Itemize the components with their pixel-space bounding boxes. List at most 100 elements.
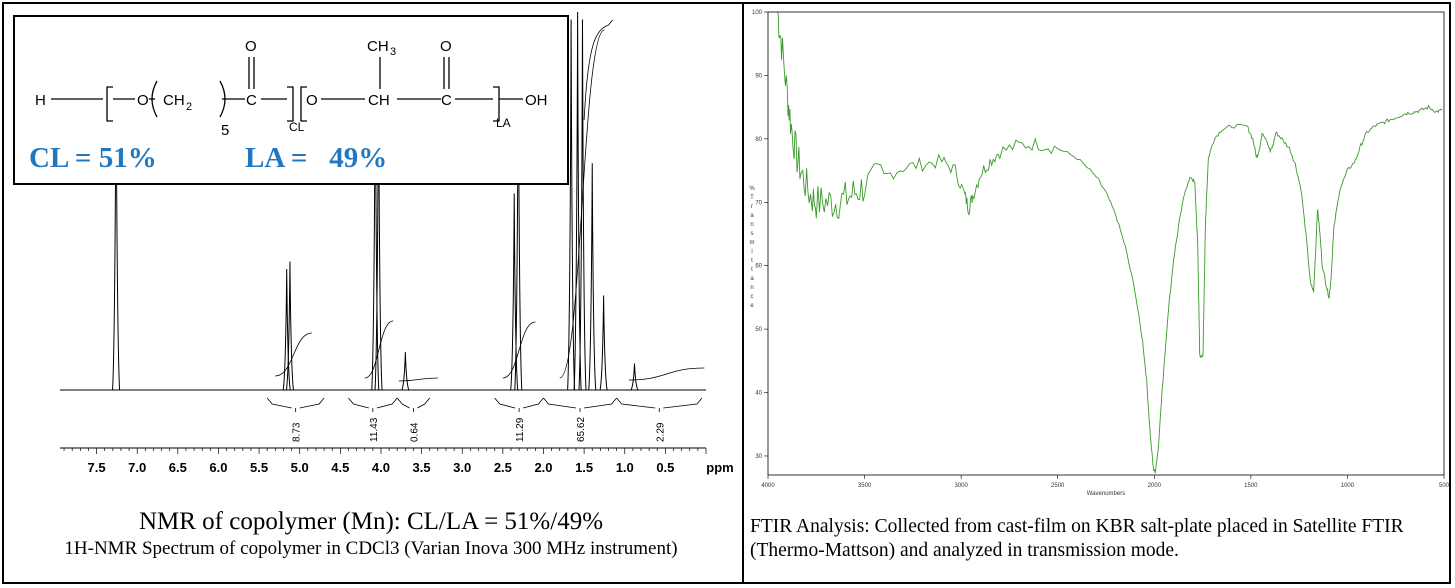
ftir-y-axis-label-char: a [750,213,754,219]
ftir-y-axis-label-char: a [750,276,754,282]
atom-c2: C [441,92,452,109]
ftir-y-axis-label-char: s [751,231,754,237]
ftir-y-axis-label-char: t [751,267,753,273]
nmr-x-tick-label: 3.5 [413,460,431,475]
ftir-y-tick-label: 40 [755,391,762,397]
ftir-y-axis-label-char: n [750,285,753,291]
nmr-integral-bracket [348,397,398,409]
nmr-integral-curve [502,321,536,379]
nmr-x-tick-label: 6.0 [209,460,227,475]
group-ch2: CH [163,92,185,109]
ftir-y-axis-label-char: T [750,195,754,201]
nmr-x-tick-label: 1.5 [575,460,593,475]
nmr-peak [285,261,294,391]
nmr-x-tick-label: 1.0 [616,460,634,475]
ftir-x-tick-label: 1000 [1341,483,1355,489]
subscript-la: LA [496,116,511,130]
ftir-y-tick-label: 70 [755,200,762,206]
ftir-y-axis-label-char: m [750,240,755,246]
atom-o-carbonyl1: O [245,38,257,55]
atom-o-carbonyl2: O [440,38,452,55]
ftir-y-tick-label: 30 [755,454,762,460]
nmr-x-tick-label: 4.0 [372,460,390,475]
nmr-integral-curve [628,367,705,381]
nmr-x-tick-label: 3.0 [453,460,471,475]
nmr-integral-bracket [616,397,703,409]
ftir-y-axis-label-char: t [751,258,753,264]
nmr-caption-subtitle: 1H-NMR Spectrum of copolymer in CDCl3 (V… [64,538,678,559]
nmr-spectrum: 8.73 11.43 0.64 11.29 65.62 2.29 7.5 7.0 6.5 6.0… [60,11,734,475]
nmr-integral-value: 2.29 [655,422,666,442]
la-ratio: LA = 49% [245,142,388,174]
nmr-peak [567,19,576,391]
nmr-x-tick-label: 7.0 [128,460,146,475]
nmr-x-tick-label: 7.5 [88,460,106,475]
nmr-integral-value: 0.64 [409,422,420,442]
nmr-integral-curve [364,320,394,379]
nmr-integral-curve [275,332,312,377]
ftir-y-axis-label-char: r [751,204,753,210]
nmr-integral-curve [398,377,438,382]
ftir-x-axis-label: Wavenumbers [1087,491,1125,497]
nmr-integral-bracket [494,397,544,409]
nmr-x-tick-label: 5.0 [291,460,309,475]
nmr-x-tick-label: 6.5 [169,460,187,475]
ftir-y-tick-label: 80 [755,137,762,143]
nmr-peak [578,19,587,391]
ftir-y-axis-label-char: c [751,294,754,300]
chemical-structure-box: H O CH 2 5 C O CL O CH CH 3 C O LA OH CL… [13,15,569,185]
nmr-integral-value: 65.62 [576,417,587,442]
atom-c1: C [246,92,257,109]
group-ch: CH [368,92,390,109]
ftir-y-axis-label-char: % [749,186,755,192]
nmr-integral-curve [559,29,605,379]
group-ch3: CH [367,38,389,55]
nmr-caption-title: NMR of copolymer (Mn): CL/LA = 51%/49% [138,508,604,535]
nmr-x-tick-label: 4.5 [331,460,349,475]
ftir-x-tick-label: 3500 [858,483,872,489]
nmr-peak [599,295,608,391]
repeat-5: 5 [221,122,229,139]
panel-divider [742,2,744,584]
nmr-integral-value: 11.29 [515,417,526,442]
atom-o2: O [306,92,318,109]
nmr-x-tick-label: 2.5 [494,460,512,475]
ftir-spectrum-line [777,12,1443,474]
group-oh: OH [525,92,548,109]
nmr-panel: 8.73 11.43 0.64 11.29 65.62 2.29 7.5 7.0 6.5 6.0… [13,11,734,559]
nmr-peak [401,352,410,391]
nmr-integral-value: 11.43 [369,417,380,442]
cl-ratio: CL = 51% [29,142,157,174]
ftir-panel: 4000 3500 3000 2500 2000 1500 1000 500 Wavenumbe… [744,0,1455,588]
subscript-2: 2 [186,101,192,113]
nmr-integral-bracket [396,397,431,409]
nmr-integral-curve [583,19,613,121]
ftir-y-tick-label: 60 [755,264,762,270]
ftir-y-axis-label-char: e [750,303,754,309]
ftir-x-tick-label: 2000 [1148,483,1162,489]
ftir-y-axis-label-char: i [751,249,752,255]
nmr-x-tick-label: 5.5 [250,460,268,475]
copolymer-structure: H O CH 2 5 C O CL O CH CH 3 C O LA OH [35,38,548,139]
subscript-3: 3 [390,46,396,58]
nmr-integral-bracket [266,397,325,409]
ftir-plot-frame [767,11,1445,476]
ftir-x-tick-label: 500 [1439,483,1450,489]
nmr-x-tick-label: 0.5 [656,460,674,475]
nmr-peak [588,163,597,391]
ftir-x-tick-label: 1500 [1244,483,1258,489]
atom-o1: O [137,92,149,109]
nmr-x-tick-label: 2.0 [534,460,552,475]
subscript-cl: CL [289,120,305,134]
nmr-peak [630,363,639,391]
ftir-x-tick-label: 3000 [954,483,968,489]
atom-h: H [35,92,46,109]
ftir-x-tick-label: 2500 [1051,483,1065,489]
nmr-peak [573,11,582,391]
ftir-y-tick-label: 50 [755,327,762,333]
nmr-integral-value: 8.73 [292,422,303,442]
ftir-y-tick-label: 90 [755,73,762,79]
nmr-x-axis-label: ppm [706,460,733,475]
nmr-integral-bracket [543,397,617,409]
